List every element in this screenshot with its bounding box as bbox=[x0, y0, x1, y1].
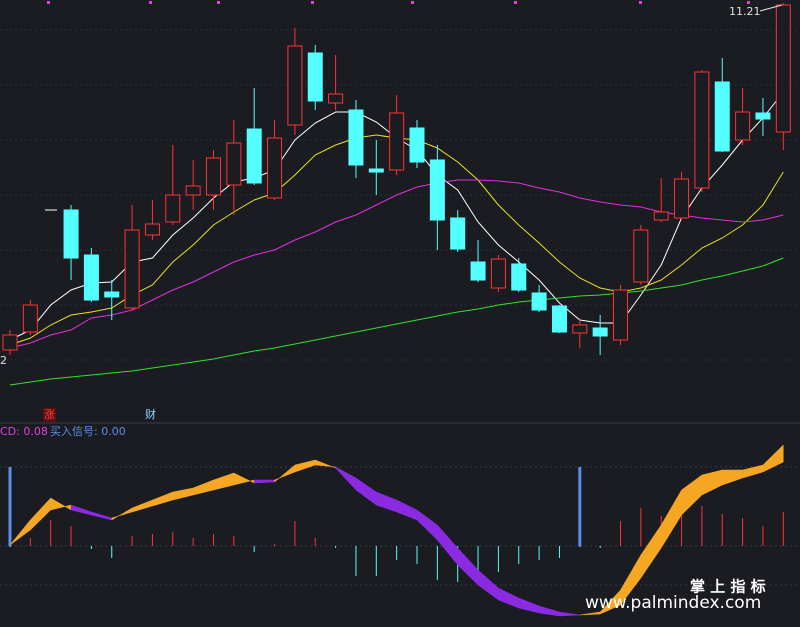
candle-body bbox=[551, 305, 567, 333]
candle-body bbox=[450, 217, 466, 250]
candle-body bbox=[328, 93, 344, 104]
candle-body bbox=[307, 52, 323, 102]
candle-body bbox=[83, 254, 99, 301]
signal-label: 买入信号: 0.00 bbox=[50, 425, 126, 438]
candle-body bbox=[267, 137, 283, 199]
candle-body bbox=[429, 159, 445, 221]
candle-body bbox=[287, 45, 303, 126]
candle-body bbox=[348, 109, 364, 166]
candle-body bbox=[694, 71, 710, 189]
candle-body bbox=[714, 81, 730, 152]
indicator-label: CD: 0.08 bbox=[0, 425, 48, 438]
candle-body bbox=[389, 112, 405, 171]
watermark-title: 掌 上 指 标 bbox=[690, 578, 766, 596]
candle-body bbox=[104, 291, 120, 298]
candle-body bbox=[470, 261, 486, 281]
marker: 财 bbox=[145, 407, 156, 421]
candle-body bbox=[206, 157, 221, 196]
candle-body bbox=[246, 128, 262, 184]
min-label: 2 bbox=[0, 354, 7, 367]
candle-body bbox=[674, 178, 690, 219]
candle-body bbox=[368, 168, 384, 173]
candle-body bbox=[775, 4, 791, 133]
max-arrow bbox=[759, 4, 783, 12]
candle-body bbox=[165, 194, 181, 223]
marker: 涨 bbox=[44, 408, 55, 421]
candle-body bbox=[2, 334, 18, 351]
top-dots bbox=[47, 1, 750, 4]
candle-body bbox=[63, 209, 79, 259]
candle-body bbox=[613, 289, 628, 341]
candle-body bbox=[185, 185, 201, 196]
candle-body bbox=[490, 258, 506, 289]
candle-body bbox=[124, 229, 140, 309]
sub-panel bbox=[0, 444, 800, 617]
candle-body bbox=[511, 263, 527, 291]
main-panel bbox=[2, 3, 791, 386]
candle-body bbox=[22, 304, 38, 333]
candle-body bbox=[653, 211, 669, 221]
candle-body bbox=[144, 223, 160, 236]
ma-line bbox=[9, 257, 784, 386]
watermark-url: www.palmindex.com bbox=[585, 593, 761, 613]
candle-body bbox=[755, 112, 771, 120]
marker-bg bbox=[43, 408, 56, 422]
macd-band bbox=[559, 611, 580, 617]
macd-band bbox=[762, 444, 784, 473]
candle-body bbox=[735, 111, 751, 141]
candle-body bbox=[226, 142, 242, 186]
max-label: 11.21 bbox=[729, 5, 761, 18]
candle-body bbox=[572, 324, 588, 334]
candle-body bbox=[531, 292, 547, 311]
candle-body bbox=[633, 229, 649, 283]
candle-body bbox=[592, 327, 608, 337]
candle-body bbox=[409, 127, 425, 163]
